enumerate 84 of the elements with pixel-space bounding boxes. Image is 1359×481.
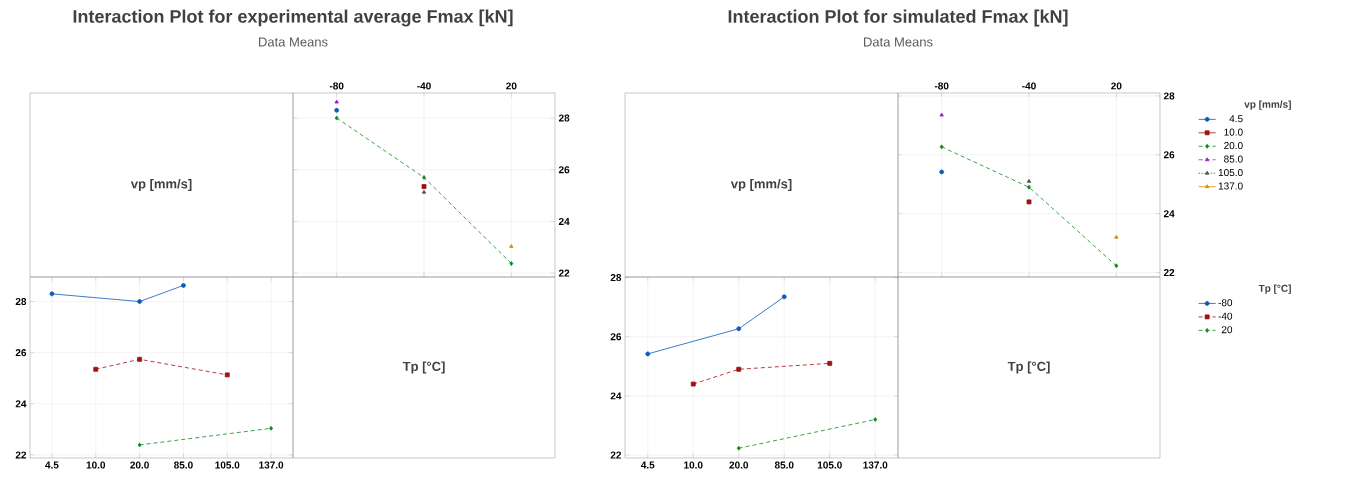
x-tick-label: 20.0 <box>729 461 749 469</box>
legend-label: 85.0 <box>1224 155 1243 163</box>
point <box>645 351 651 357</box>
x-tick-label: 105.0 <box>817 461 842 469</box>
x-tick-label: 137.0 <box>863 461 888 469</box>
point <box>736 366 742 372</box>
point <box>873 417 878 422</box>
x-tick-label: -40 <box>417 82 431 90</box>
x-tick-label: -40 <box>1022 82 1036 90</box>
y-tick-label: 28 <box>558 114 570 122</box>
legend-label: 105.0 <box>1218 169 1243 177</box>
text: Data Means <box>864 37 933 47</box>
y-tick-label: 22 <box>15 451 27 459</box>
y-tick-label: 24 <box>558 217 570 225</box>
point <box>939 169 945 175</box>
point <box>1114 263 1119 269</box>
text: Tp [°C] <box>402 361 445 374</box>
point <box>1114 234 1119 239</box>
x-tick-label: -80 <box>934 82 949 90</box>
point <box>137 356 142 362</box>
y-tick-label: 26 <box>15 349 27 357</box>
y-tick-label: 22 <box>610 451 622 459</box>
y-tick-label: 22 <box>1163 269 1175 277</box>
point <box>422 175 426 180</box>
point <box>690 381 696 387</box>
x-tick-label: 137.0 <box>259 461 284 469</box>
y-tick-label: 22 <box>558 269 570 277</box>
text: Interaction Plot for experimental average Fmax [kN] <box>73 9 513 27</box>
legend-label: -80 <box>1218 299 1233 307</box>
point <box>334 99 339 104</box>
x-tick-label: -80 <box>329 82 344 90</box>
legend-label: 20.0 <box>1224 142 1243 150</box>
x-tick-label: 105.0 <box>215 461 240 469</box>
text: Tp [°C] <box>1007 361 1050 374</box>
text: vp [mm/s] <box>130 178 192 192</box>
text: Data Means <box>259 37 328 47</box>
y-tick-label: 28 <box>15 297 27 306</box>
legend-label: 10.0 <box>1224 128 1243 136</box>
point <box>137 299 142 304</box>
text: Interaction Plot for simulated Fmax [kN] <box>728 9 1068 27</box>
point <box>736 445 741 451</box>
point <box>181 283 186 288</box>
y-tick-label: 26 <box>1163 151 1175 159</box>
legend-label: -40 <box>1218 312 1233 320</box>
legend-label: 4.5 <box>1229 115 1243 123</box>
point <box>939 144 944 150</box>
point <box>49 291 55 297</box>
point <box>334 115 339 121</box>
legend-title: vp [mm/s] <box>1244 100 1291 110</box>
point <box>827 360 833 366</box>
point <box>781 294 787 300</box>
y-tick-label: 26 <box>610 333 622 341</box>
point <box>421 184 427 189</box>
point <box>939 112 944 117</box>
x-tick-label: 85.0 <box>774 461 794 469</box>
point <box>1026 178 1032 183</box>
text: vp [mm/s] <box>730 178 792 192</box>
point <box>334 107 340 113</box>
point <box>736 326 742 332</box>
point <box>1027 184 1031 190</box>
y-tick-label: 28 <box>610 274 622 282</box>
x-tick-label: 4.5 <box>45 461 59 469</box>
legend-title: Tp [°C] <box>1258 284 1291 294</box>
x-tick-label: 20 <box>506 82 517 90</box>
point <box>1026 199 1032 205</box>
legend-label: 20 <box>1221 326 1233 334</box>
point <box>509 261 514 266</box>
x-tick-label: 10.0 <box>684 461 703 469</box>
point <box>93 366 99 372</box>
legend-label: 137.0 <box>1218 182 1243 190</box>
y-tick-label: 26 <box>558 166 570 174</box>
x-tick-label: 20 <box>1111 82 1122 90</box>
x-tick-label: 4.5 <box>640 461 655 469</box>
y-tick-label: 28 <box>1163 92 1175 100</box>
point <box>509 244 514 248</box>
point <box>137 442 142 448</box>
y-tick-label: 24 <box>1163 210 1175 218</box>
point <box>224 372 230 378</box>
y-tick-label: 24 <box>15 400 27 408</box>
y-tick-label: 24 <box>610 392 622 400</box>
point <box>421 189 427 194</box>
x-tick-label: 20.0 <box>130 461 149 469</box>
x-tick-label: 10.0 <box>86 461 106 469</box>
x-tick-label: 85.0 <box>174 461 193 469</box>
